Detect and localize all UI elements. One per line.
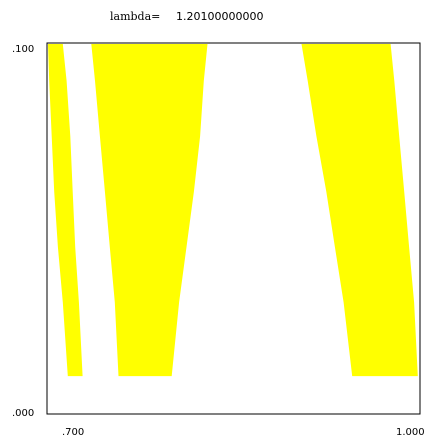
y-tick-top: .100 <box>12 44 34 55</box>
yellow-region-2 <box>91 44 208 377</box>
x-tick-right: 1.000 <box>396 427 425 438</box>
chart-title-label: lambda= <box>110 10 160 23</box>
chart-title-value: 1.20100000000 <box>176 10 263 23</box>
yellow-region-3 <box>301 44 418 377</box>
y-tick-bottom: .000 <box>12 408 34 419</box>
yellow-region-1 <box>48 44 83 377</box>
x-tick-left: .700 <box>62 427 84 438</box>
plot-regions <box>48 44 418 377</box>
plot-frame <box>46 42 421 415</box>
